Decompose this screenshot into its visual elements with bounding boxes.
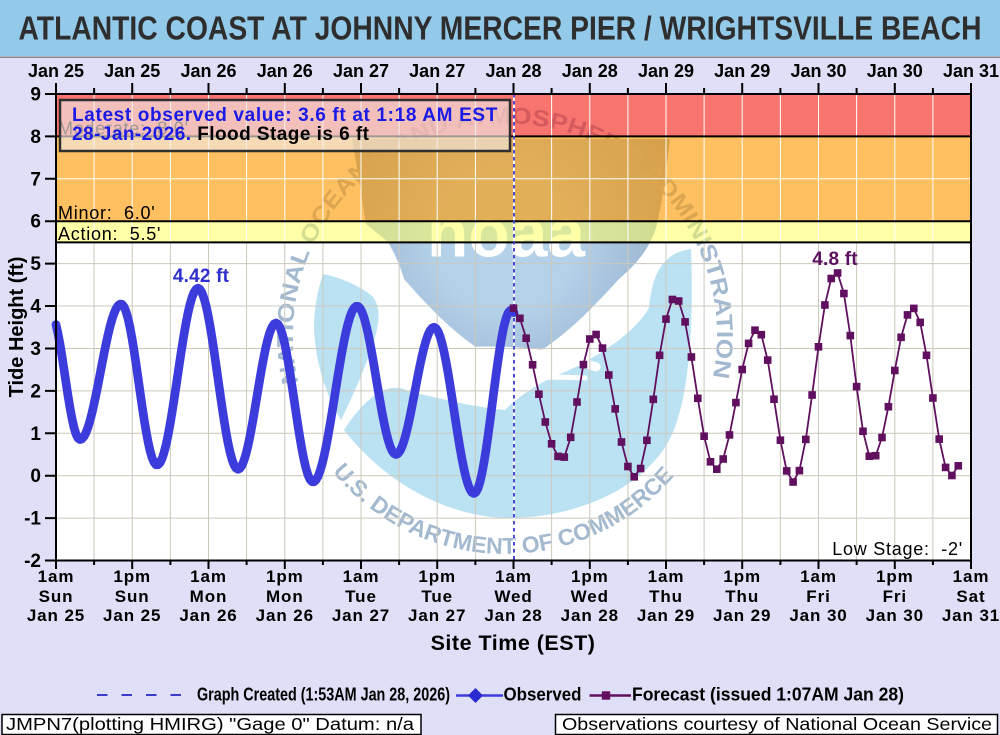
svg-text:-1: -1 <box>24 509 41 530</box>
svg-text:Forecast (issued 1:07AM Jan 28: Forecast (issued 1:07AM Jan 28) <box>632 685 904 705</box>
svg-text:ATLANTIC COAST AT JOHNNY MERCE: ATLANTIC COAST AT JOHNNY MERCER PIER / W… <box>19 10 982 47</box>
svg-text:Graph Created (1:53AM Jan 28,: Graph Created (1:53AM Jan 28, 2026) <box>197 685 450 705</box>
svg-text:2: 2 <box>30 381 41 402</box>
svg-text:Jan 28: Jan 28 <box>485 61 541 81</box>
svg-text:9: 9 <box>30 85 41 106</box>
svg-text:Mon: Mon <box>266 587 304 606</box>
svg-text:Latest observed value: 3.6 ft: Latest observed value: 3.6 ft at 1:18 AM… <box>72 105 498 126</box>
svg-text:Thu: Thu <box>649 587 683 606</box>
svg-text:Tide Height (ft): Tide Height (ft) <box>6 257 28 398</box>
svg-text:4.42 ft: 4.42 ft <box>173 266 230 287</box>
svg-text:Jan 25: Jan 25 <box>28 61 84 81</box>
svg-text:Sat: Sat <box>956 587 985 606</box>
svg-text:Jan 30: Jan 30 <box>789 606 847 625</box>
svg-text:Wed: Wed <box>571 587 609 606</box>
svg-text:Jan 25: Jan 25 <box>103 606 161 625</box>
svg-text:Jan 29: Jan 29 <box>714 61 770 81</box>
svg-text:Jan 30: Jan 30 <box>867 61 923 81</box>
svg-text:Jan 27: Jan 27 <box>333 61 389 81</box>
svg-text:Observations courtesy of Natio: Observations courtesy of National Ocean … <box>562 714 992 734</box>
svg-text:Mon: Mon <box>190 587 228 606</box>
svg-text:1pm: 1pm <box>723 567 761 586</box>
svg-text:Observed: Observed <box>504 685 582 705</box>
svg-text:JMPN7(plotting HMIRG) "Gage 0": JMPN7(plotting HMIRG) "Gage 0" Datum: n/… <box>6 714 414 734</box>
svg-text:1am: 1am <box>343 567 380 586</box>
svg-text:Thu: Thu <box>725 587 759 606</box>
svg-text:Sun: Sun <box>115 587 150 606</box>
svg-text:Fri: Fri <box>883 587 907 606</box>
svg-text:5: 5 <box>30 254 41 275</box>
svg-text:4: 4 <box>30 297 41 318</box>
svg-text:Jan 25: Jan 25 <box>27 606 85 625</box>
svg-text:Jan 30: Jan 30 <box>866 606 924 625</box>
svg-text:Minor: 6.0': Minor: 6.0' <box>58 203 155 223</box>
svg-text:1pm: 1pm <box>418 567 456 586</box>
svg-text:Jan 26: Jan 26 <box>256 606 314 625</box>
svg-text:0: 0 <box>30 466 41 487</box>
svg-text:1pm: 1pm <box>266 567 304 586</box>
svg-text:Jan 29: Jan 29 <box>638 61 694 81</box>
svg-text:Jan 29: Jan 29 <box>637 606 695 625</box>
svg-text:Jan 27: Jan 27 <box>332 606 390 625</box>
svg-text:Jan 31: Jan 31 <box>942 606 1000 625</box>
svg-text:1am: 1am <box>190 567 227 586</box>
svg-text:Jan 26: Jan 26 <box>257 61 313 81</box>
svg-text:1am: 1am <box>800 567 837 586</box>
svg-text:Jan 26: Jan 26 <box>180 61 236 81</box>
svg-text:28-Jan-2026. Flood Stage is 6: 28-Jan-2026. Flood Stage is 6 ft <box>72 124 370 145</box>
svg-text:1am: 1am <box>648 567 685 586</box>
svg-text:1am: 1am <box>495 567 532 586</box>
svg-text:Jan 27: Jan 27 <box>409 61 465 81</box>
svg-text:Jan 31: Jan 31 <box>943 61 999 81</box>
svg-text:Jan 28: Jan 28 <box>562 61 618 81</box>
svg-text:1: 1 <box>30 424 41 445</box>
svg-text:7: 7 <box>30 169 41 190</box>
svg-text:Jan 27: Jan 27 <box>408 606 466 625</box>
svg-text:1pm: 1pm <box>571 567 609 586</box>
svg-text:Fri: Fri <box>806 587 830 606</box>
svg-text:Jan 29: Jan 29 <box>713 606 771 625</box>
svg-text:Action: 5.5': Action: 5.5' <box>58 224 161 244</box>
svg-text:1pm: 1pm <box>876 567 914 586</box>
svg-text:6: 6 <box>30 212 41 233</box>
svg-text:Tue: Tue <box>345 587 377 606</box>
svg-text:Sun: Sun <box>39 587 74 606</box>
svg-text:4.8 ft: 4.8 ft <box>812 249 858 270</box>
svg-text:Jan 28: Jan 28 <box>484 606 542 625</box>
svg-text:8: 8 <box>30 127 41 148</box>
svg-text:Site Time (EST): Site Time (EST) <box>431 631 596 655</box>
svg-text:-2: -2 <box>24 551 41 572</box>
svg-text:Jan 25: Jan 25 <box>104 61 160 81</box>
svg-text:Jan 26: Jan 26 <box>179 606 237 625</box>
svg-text:1am: 1am <box>953 567 990 586</box>
svg-text:1am: 1am <box>38 567 75 586</box>
svg-text:Tue: Tue <box>421 587 453 606</box>
svg-text:Wed: Wed <box>494 587 532 606</box>
svg-text:Jan 28: Jan 28 <box>561 606 619 625</box>
svg-text:1pm: 1pm <box>113 567 151 586</box>
svg-text:3: 3 <box>30 339 41 360</box>
svg-text:Low Stage: -2': Low Stage: -2' <box>832 539 963 559</box>
svg-text:Jan 30: Jan 30 <box>790 61 846 81</box>
